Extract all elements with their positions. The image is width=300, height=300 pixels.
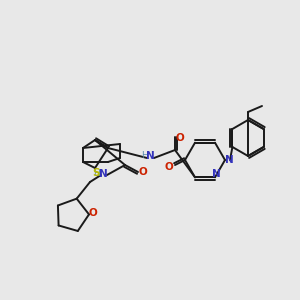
Text: O: O [139,167,147,177]
Text: O: O [176,133,184,143]
Text: N: N [212,169,220,179]
Text: S: S [92,168,100,178]
Text: N: N [146,151,154,161]
Text: H: H [94,169,100,178]
Text: H: H [141,152,147,160]
Text: O: O [165,162,173,172]
Text: N: N [99,169,107,179]
Text: N: N [225,155,233,165]
Text: O: O [88,208,98,218]
